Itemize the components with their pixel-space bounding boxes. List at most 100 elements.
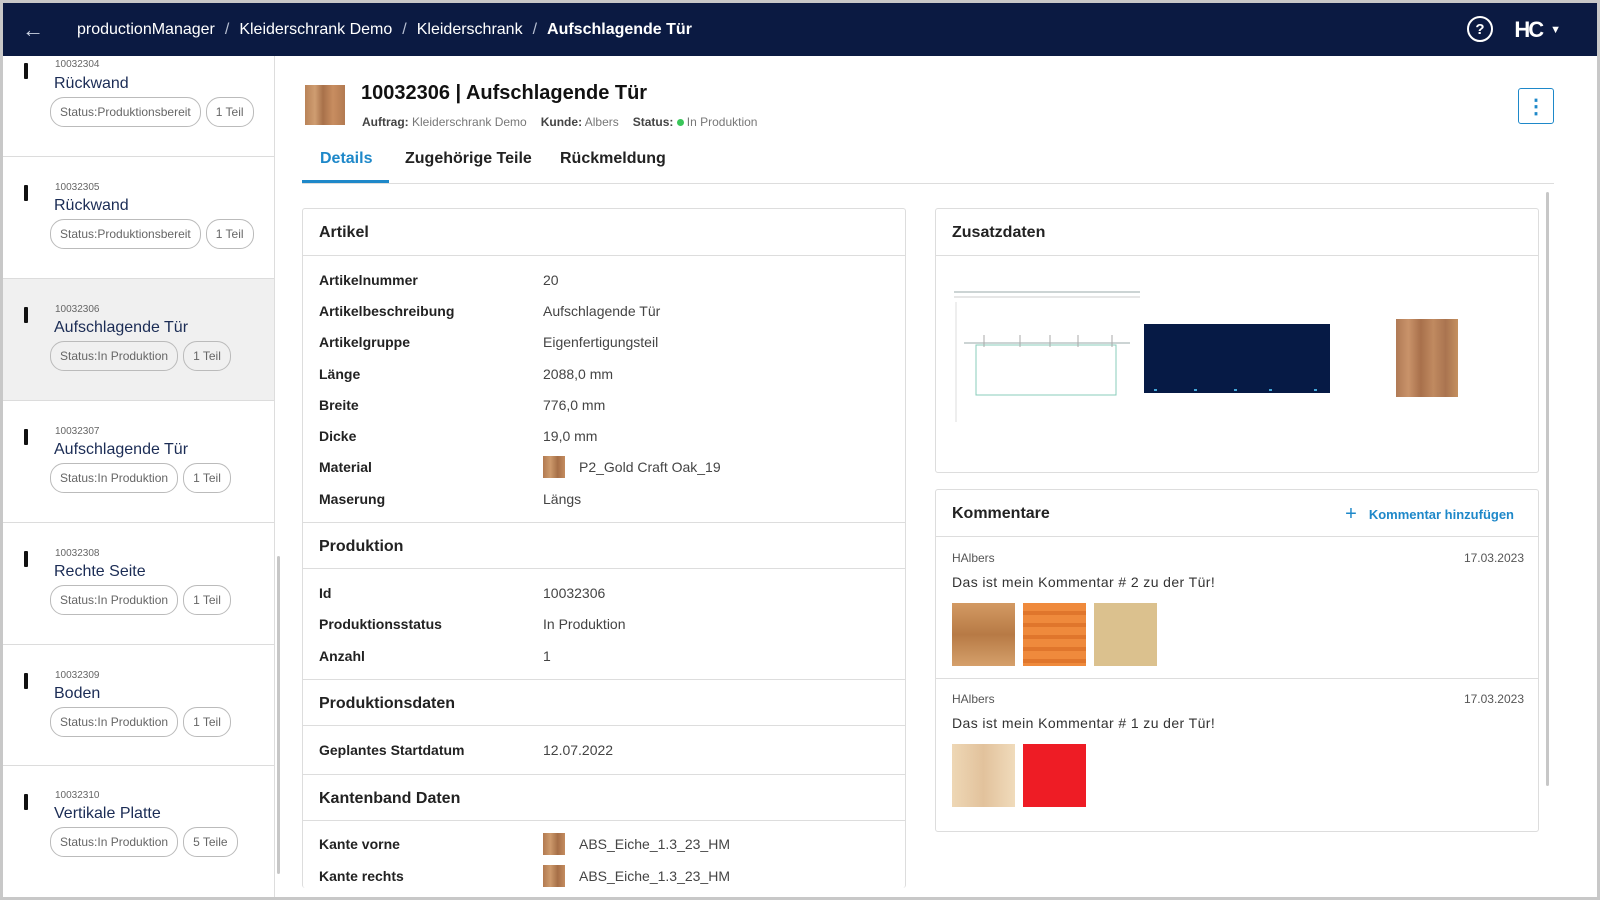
attachment-image[interactable]: [1023, 744, 1086, 807]
produktionsdaten-heading: Produktionsdaten: [303, 679, 905, 727]
breadcrumb-item-project[interactable]: Kleiderschrank Demo: [239, 20, 393, 38]
back-arrow-icon[interactable]: ←: [22, 16, 44, 42]
tab-zugehoerige-teile[interactable]: Zugehörige Teile: [405, 150, 532, 167]
detail-label: Dicke: [319, 428, 357, 445]
edge-value: ABS_Eiche_1.3_23_HM: [543, 864, 730, 887]
detail-value: 1: [543, 647, 551, 664]
order-meta: Auftrag: Kleiderschrank Demo Kunde: Albe…: [362, 115, 757, 129]
status-badge: Status:In Produktion: [50, 341, 179, 371]
active-tab-indicator: [302, 180, 389, 183]
tab-bar: Details Zugehörige Teile Rückmeldung: [302, 142, 1554, 184]
item-number: 10032305: [55, 182, 100, 193]
list-item[interactable]: 10032304 Rückwand Status:Produktionsbere…: [3, 56, 274, 157]
attachment-image[interactable]: [1023, 603, 1086, 666]
breadcrumb-separator: /: [224, 20, 230, 38]
status-dot-icon: [676, 118, 684, 126]
status-badge: Status:In Produktion: [50, 827, 179, 857]
kunde-info: Kunde: Albers: [541, 115, 619, 129]
item-chips: Status:In Produktion 1 Teil: [50, 707, 231, 737]
list-item-selected[interactable]: 10032306 Aufschlagende Tür Status:In Pro…: [3, 279, 274, 401]
list-item[interactable]: 10032310 Vertikale Platte Status:In Prod…: [3, 766, 274, 890]
more-options-button[interactable]: ⋮: [1518, 88, 1554, 124]
tab-details[interactable]: Details: [320, 150, 373, 167]
list-item[interactable]: 10032307 Aufschlagende Tür Status:In Pro…: [3, 401, 274, 523]
detail-value: Aufschlagende Tür: [543, 302, 661, 319]
company-logo: HC: [1514, 17, 1544, 42]
item-name: Rückwand: [54, 197, 129, 214]
detail-row: Produktionsstatus In Produktion: [303, 609, 905, 640]
status-badge: Status:In Produktion: [50, 707, 179, 737]
plus-icon: +: [1345, 503, 1357, 525]
detail-label: Kante vorne: [319, 836, 400, 853]
list-item[interactable]: 10032308 Rechte Seite Status:In Produkti…: [3, 523, 274, 645]
edge-swatch: [543, 833, 565, 856]
item-number: 10032304: [55, 59, 100, 70]
item-chips: Status:Produktionsbereit 1 Teil: [50, 219, 254, 249]
comment-divider: [936, 678, 1538, 679]
detail-value: 19,0 mm: [543, 428, 598, 445]
list-item[interactable]: 10032305 Rückwand Status:Produktionsbere…: [3, 157, 274, 279]
help-icon[interactable]: ?: [1467, 16, 1493, 42]
kantenband-heading: Kantenband Daten: [303, 773, 905, 821]
list-item[interactable]: 10032309 Boden Status:In Produktion 1 Te…: [3, 645, 274, 766]
status-value: In Produktion: [686, 115, 758, 129]
auftrag-value: Kleiderschrank Demo: [412, 115, 527, 129]
status-label: Status:: [632, 115, 674, 129]
detail-label: Geplantes Startdatum: [319, 741, 465, 758]
kommentare-heading: Kommentare: [936, 490, 1538, 537]
status-badge: Status:In Produktion: [50, 585, 179, 615]
status-badge: Status:Produktionsbereit: [50, 219, 201, 249]
detail-label: Id: [319, 585, 332, 602]
item-marker: [24, 185, 28, 201]
zusatzdaten-heading: Zusatzdaten: [936, 209, 1538, 256]
app-window: ← productionManager / Kleiderschrank Dem…: [3, 3, 1597, 897]
tab-rueckmeldung[interactable]: Rückmeldung: [560, 150, 666, 167]
item-number: 10032310: [55, 790, 100, 801]
item-chips: Status:In Produktion 5 Teile: [50, 827, 238, 857]
detail-value: 776,0 mm: [543, 396, 606, 413]
detail-row: Artikelgruppe Eigenfertigungsteil: [303, 327, 905, 358]
item-number: 10032308: [55, 548, 100, 559]
account-menu[interactable]: HC ▼: [1514, 17, 1561, 43]
detail-row: Id 10032306: [303, 577, 905, 608]
produktionsdaten-rows: Geplantes Startdatum 12.07.2022: [303, 726, 905, 773]
detail-row: Artikelbeschreibung Aufschlagende Tür: [303, 295, 905, 326]
cnc-preview-image[interactable]: [1144, 324, 1330, 393]
material-swatch: [543, 456, 565, 479]
item-name: Rechte Seite: [54, 563, 146, 580]
detail-label: Artikelgruppe: [319, 334, 411, 351]
item-marker: [24, 63, 28, 79]
attachment-image[interactable]: [952, 744, 1015, 807]
count-badge: 1 Teil: [183, 341, 231, 371]
sidebar-scrollbar[interactable]: [277, 556, 280, 874]
comment-date: 17.03.2023: [1463, 692, 1524, 706]
attachment-image[interactable]: [952, 603, 1015, 666]
auftrag-info: Auftrag: Kleiderschrank Demo: [362, 115, 527, 129]
chevron-down-icon: ▼: [1550, 24, 1561, 36]
comment-item: HAlbers 17.03.2023 Das ist mein Kommenta…: [952, 551, 1524, 666]
detail-value: Eigenfertigungsteil: [543, 334, 659, 351]
technical-drawing-thumbnail[interactable]: [954, 287, 1142, 427]
attachment-image[interactable]: [1094, 603, 1157, 666]
item-marker: [24, 307, 28, 323]
item-name: Rückwand: [54, 75, 129, 92]
item-name: Vertikale Platte: [54, 805, 161, 822]
zusatzdaten-panel: Zusatzdaten: [935, 208, 1539, 473]
detail-label: Produktionsstatus: [319, 616, 442, 633]
breadcrumb-item-app[interactable]: productionManager: [77, 20, 215, 38]
material-preview-image[interactable]: [1396, 319, 1458, 397]
edge-swatch: [543, 864, 565, 887]
item-number: 10032306: [55, 304, 100, 315]
breadcrumb: productionManager / Kleiderschrank Demo …: [77, 21, 692, 39]
comment-attachments: [952, 744, 1524, 807]
detail-value: 12.07.2022: [543, 741, 614, 758]
item-chips: Status:In Produktion 1 Teil: [50, 585, 231, 615]
comment-attachments: [952, 603, 1524, 666]
item-name: Boden: [54, 685, 101, 702]
add-comment-button[interactable]: + Kommentar hinzufügen: [1345, 503, 1514, 526]
detail-row: Material P2_Gold Craft Oak_19: [303, 452, 905, 483]
main-scrollbar[interactable]: [1546, 192, 1549, 786]
detail-label: Maserung: [319, 490, 386, 507]
detail-row: Artikelnummer 20: [303, 264, 905, 295]
breadcrumb-item-order[interactable]: Kleiderschrank: [416, 20, 523, 38]
